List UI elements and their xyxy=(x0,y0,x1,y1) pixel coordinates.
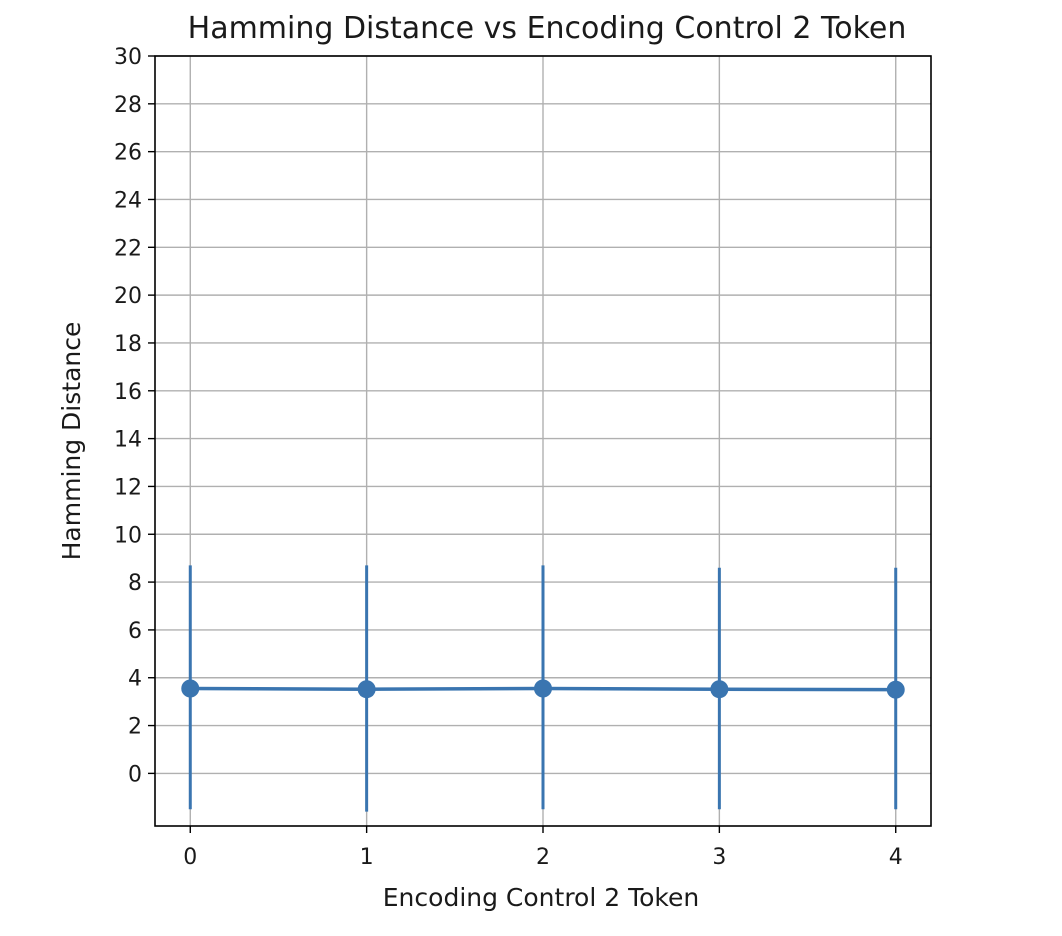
series-layer xyxy=(181,565,905,812)
data-point xyxy=(534,679,552,698)
x-axis: 0 1 2 3 4 xyxy=(183,826,903,870)
x-tick-label: 0 xyxy=(183,845,197,870)
x-tick-label: 3 xyxy=(712,845,726,870)
y-tick-label: 14 xyxy=(114,428,142,453)
y-tick-label: 4 xyxy=(128,667,142,692)
y-tick-label: 18 xyxy=(114,332,142,357)
y-tick-label: 20 xyxy=(114,284,142,309)
chart-title: Hamming Distance vs Encoding Control 2 T… xyxy=(188,11,907,46)
y-tick-label: 24 xyxy=(114,188,142,213)
y-tick-label: 12 xyxy=(114,475,142,500)
x-tick-label: 4 xyxy=(889,845,903,870)
y-tick-label: 8 xyxy=(128,571,142,596)
y-tick-label: 2 xyxy=(128,715,142,740)
y-tick-label: 30 xyxy=(114,45,142,70)
x-axis-label: Encoding Control 2 Token xyxy=(383,883,699,912)
data-point xyxy=(357,680,376,699)
data-point xyxy=(181,679,200,698)
y-tick-label: 6 xyxy=(128,619,142,644)
y-axis-label: Hamming Distance xyxy=(57,322,86,561)
y-tick-label: 16 xyxy=(114,380,142,405)
y-tick-label: 26 xyxy=(114,141,142,166)
y-tick-label: 22 xyxy=(114,236,142,261)
x-tick-label: 1 xyxy=(360,845,374,870)
y-tick-label: 28 xyxy=(114,93,142,118)
x-tick-label: 2 xyxy=(536,845,550,870)
grid xyxy=(155,55,931,826)
data-point xyxy=(886,680,905,699)
data-point xyxy=(710,680,729,699)
y-tick-label: 0 xyxy=(128,762,142,787)
y-tick-label: 10 xyxy=(114,523,142,548)
